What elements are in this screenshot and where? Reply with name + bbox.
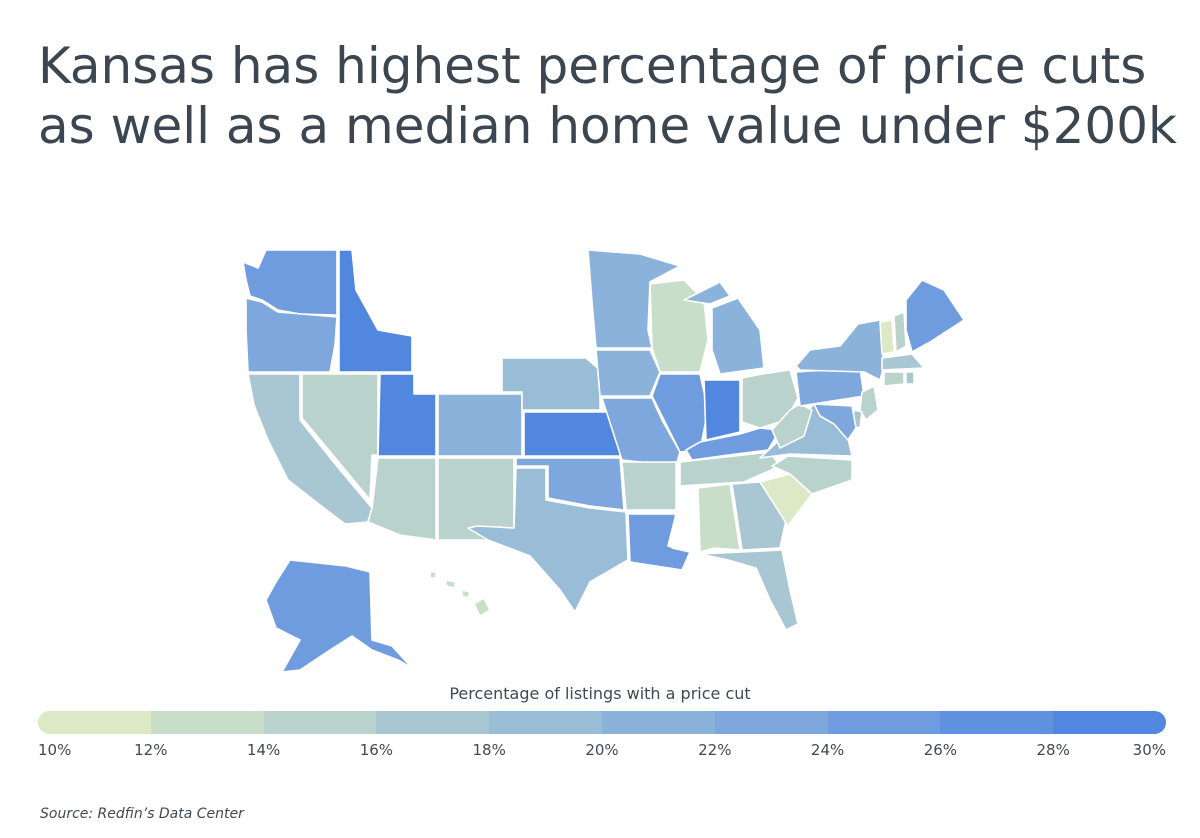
- state-ri: [905, 371, 915, 385]
- state-wi: [649, 279, 709, 373]
- state-ia: [595, 349, 661, 397]
- title-line-2: as well as a median home value under $20…: [38, 97, 1177, 155]
- state-ok: [515, 457, 625, 511]
- state-sd: [501, 303, 596, 359]
- state-ne: [501, 357, 601, 411]
- legend-tick-label: 28%: [1036, 741, 1070, 759]
- us-choropleth-map: [242, 249, 965, 673]
- legend-tick-label: 16%: [359, 741, 394, 759]
- source-note: Source: Redfin’s Data Center: [40, 806, 244, 822]
- state-hi: [429, 571, 491, 617]
- state-wy: [413, 323, 501, 393]
- legend-swatch: [376, 711, 490, 734]
- state-id: [338, 249, 413, 373]
- state-in: [703, 379, 741, 441]
- state-al: [697, 483, 741, 553]
- state-mn: [587, 249, 681, 349]
- state-ks: [523, 411, 621, 457]
- state-mi: [683, 281, 765, 375]
- state-fl: [699, 549, 799, 631]
- state-ct: [883, 371, 905, 387]
- state-ut: [377, 373, 437, 457]
- state-md: [813, 403, 857, 441]
- legend-swatch: [150, 711, 264, 734]
- legend-tick-label: 22%: [698, 741, 732, 759]
- state-nc: [771, 455, 853, 495]
- state-ny: [795, 319, 885, 381]
- state-ma: [881, 353, 925, 371]
- legend-tick-label: 30%: [1132, 741, 1166, 759]
- legend-tick-label: 26%: [923, 741, 958, 759]
- state-tx: [467, 467, 629, 613]
- state-nj: [859, 385, 879, 421]
- state-or: [245, 297, 338, 373]
- legend-swatch: [263, 711, 377, 734]
- state-ms: [671, 487, 699, 553]
- state-ga: [731, 481, 787, 551]
- legend-title: Percentage of listings with a price cut: [449, 684, 751, 703]
- legend-tick-label: 20%: [585, 741, 619, 759]
- state-me: [905, 279, 965, 353]
- legend-tick-label: 12%: [134, 741, 168, 759]
- state-ca: [247, 373, 373, 525]
- state-co: [437, 393, 523, 457]
- legend-swatch: [714, 711, 828, 734]
- legend-swatch: [827, 711, 941, 734]
- state-ak: [265, 559, 413, 673]
- legend-color-scale: [38, 711, 1166, 734]
- state-nd: [501, 249, 591, 303]
- state-vt: [879, 319, 895, 355]
- legend-swatch: [489, 711, 602, 734]
- legend-tick-label: 10%: [38, 741, 72, 759]
- legend-swatch: [601, 711, 715, 734]
- state-pa: [795, 367, 865, 407]
- legend-tick-label: 24%: [810, 741, 845, 759]
- state-mt: [353, 249, 501, 335]
- legend-ticks: 10% 12% 14% 16% 18% 20% 22% 24% 26% 28% 30%: [38, 741, 1166, 761]
- title-line-1: Kansas has highest percentage of price c…: [38, 37, 1147, 95]
- legend-swatch: [940, 711, 1054, 734]
- state-nv: [301, 373, 379, 501]
- state-nh: [893, 311, 907, 353]
- legend-swatch: [1053, 711, 1166, 734]
- legend-tick-label: 14%: [246, 741, 281, 759]
- state-tn: [679, 451, 781, 487]
- state-ar: [621, 461, 677, 511]
- legend-tick-label: 18%: [472, 741, 506, 759]
- page-title: Kansas has highest percentage of price c…: [38, 36, 1178, 156]
- state-az: [367, 457, 437, 541]
- legend-swatch: [38, 711, 151, 734]
